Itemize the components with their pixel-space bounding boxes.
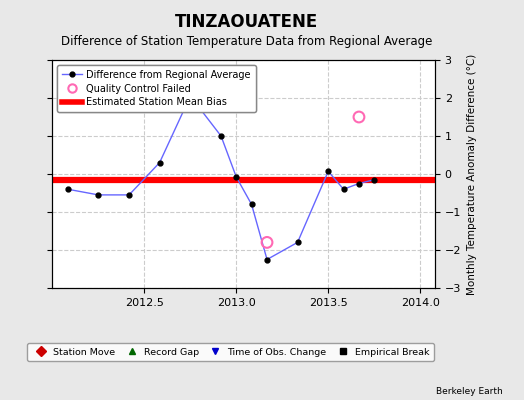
Text: TINZAOUATENE: TINZAOUATENE <box>174 13 318 31</box>
Text: Difference of Station Temperature Data from Regional Average: Difference of Station Temperature Data f… <box>61 36 432 48</box>
Text: Berkeley Earth: Berkeley Earth <box>436 387 503 396</box>
Point <box>355 114 363 120</box>
Y-axis label: Monthly Temperature Anomaly Difference (°C): Monthly Temperature Anomaly Difference (… <box>467 53 477 295</box>
Legend: Difference from Regional Average, Quality Control Failed, Estimated Station Mean: Difference from Regional Average, Qualit… <box>57 65 256 112</box>
Point <box>263 239 271 246</box>
Legend: Station Move, Record Gap, Time of Obs. Change, Empirical Break: Station Move, Record Gap, Time of Obs. C… <box>27 343 434 361</box>
